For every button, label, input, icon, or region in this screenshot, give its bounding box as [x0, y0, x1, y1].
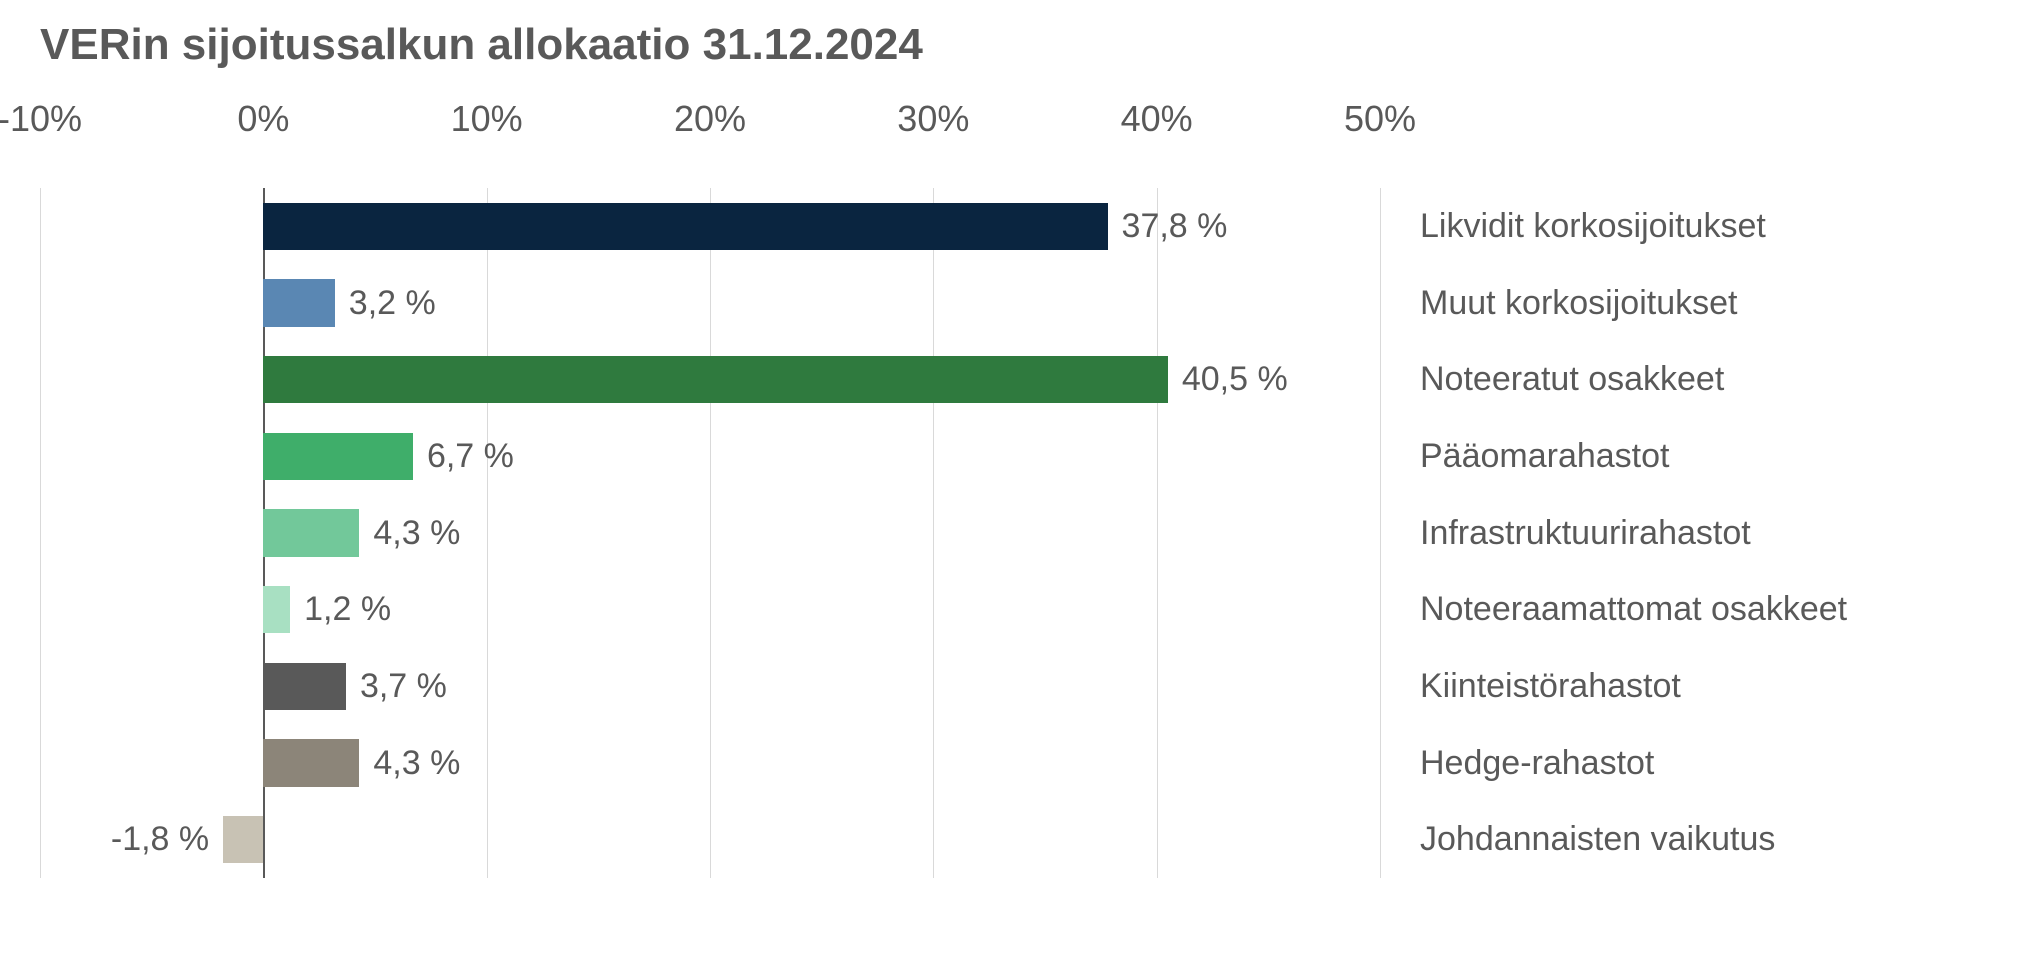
bar-row: 1,2 % — [40, 571, 1380, 648]
legend-item: Johdannaisten vaikutus — [1420, 801, 1847, 878]
bar-value-label: 1,2 % — [304, 590, 391, 629]
bar-row: -1,8 % — [40, 801, 1380, 878]
legend-item: Noteeratut osakkeet — [1420, 341, 1847, 418]
bar — [263, 739, 359, 787]
legend-item: Hedge-rahastot — [1420, 725, 1847, 802]
x-axis-tick: 20% — [674, 98, 746, 140]
x-axis-labels: -10%0%10%20%30%40%50% — [40, 98, 1380, 168]
x-axis-tick: 30% — [897, 98, 969, 140]
gridline — [1380, 188, 1381, 878]
x-axis-tick: -10% — [0, 98, 82, 140]
bar — [263, 356, 1168, 404]
bar-row: 40,5 % — [40, 341, 1380, 418]
bar — [263, 433, 413, 481]
x-axis-tick: 40% — [1121, 98, 1193, 140]
x-axis-tick: 10% — [451, 98, 523, 140]
bar-value-label: 6,7 % — [427, 437, 514, 476]
bar — [263, 586, 290, 634]
bar-row: 3,2 % — [40, 265, 1380, 342]
bar-row: 4,3 % — [40, 495, 1380, 572]
bar-value-label: 3,7 % — [360, 667, 447, 706]
x-axis-tick: 0% — [237, 98, 289, 140]
legend-item: Infrastruktuurirahastot — [1420, 495, 1847, 572]
bar-value-label: 37,8 % — [1122, 207, 1228, 246]
legend-item: Pääomarahastot — [1420, 418, 1847, 495]
bar — [263, 663, 346, 711]
bars-area: 37,8 % 3,2 % 40,5 % 6,7 % 4,3 % 1,2 % 3,7 % 4,3… — [40, 188, 1380, 878]
bar-value-label: 3,2 % — [349, 284, 436, 323]
bar-value-label: 40,5 % — [1182, 360, 1288, 399]
bar-row: 6,7 % — [40, 418, 1380, 495]
bar — [263, 279, 334, 327]
legend-item: Noteeraamattomat osakkeet — [1420, 571, 1847, 648]
bar-row: 4,3 % — [40, 725, 1380, 802]
x-axis-tick: 50% — [1344, 98, 1416, 140]
bar — [263, 509, 359, 557]
chart-body: -10%0%10%20%30%40%50% 37,8 %3,2 %40,5 %6… — [40, 98, 2002, 878]
bar-value-label: 4,3 % — [373, 744, 460, 783]
legend-item: Kiinteistörahastot — [1420, 648, 1847, 725]
plot-region: -10%0%10%20%30%40%50% 37,8 %3,2 %40,5 %6… — [40, 98, 1380, 878]
bar-value-label: -1,8 % — [111, 820, 209, 859]
chart-title: VERin sijoitussalkun allokaatio 31.12.20… — [40, 20, 2002, 70]
bar-row: 37,8 % — [40, 188, 1380, 265]
legend-item: Muut korkosijoitukset — [1420, 265, 1847, 342]
bar-value-label: 4,3 % — [373, 514, 460, 553]
bar-row: 3,7 % — [40, 648, 1380, 725]
legend-item: Likvidit korkosijoitukset — [1420, 188, 1847, 265]
bar — [263, 203, 1107, 251]
legend: Likvidit korkosijoituksetMuut korkosijoi… — [1380, 188, 1847, 878]
bar — [223, 816, 263, 864]
allocation-chart: VERin sijoitussalkun allokaatio 31.12.20… — [40, 20, 2002, 878]
